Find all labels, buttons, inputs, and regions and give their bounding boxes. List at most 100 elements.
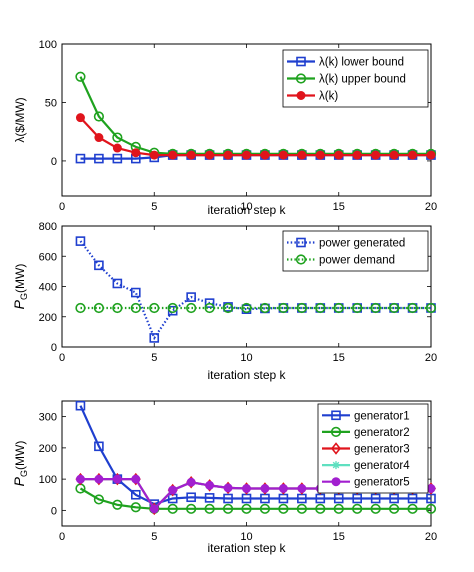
x-tick-label: 5 [151, 352, 157, 364]
x-tick-label: 20 [425, 201, 437, 213]
legend-label: λ(k) lower bound [319, 57, 404, 69]
data-point [130, 302, 141, 314]
y-tick-label: 200 [39, 443, 57, 455]
y-tick-label: 0 [51, 505, 57, 517]
data-point [296, 302, 307, 314]
data-point [167, 302, 178, 314]
data-point [205, 480, 215, 490]
y-tick-label: 200 [39, 312, 57, 324]
legend-label: generator5 [354, 477, 410, 489]
data-point [241, 503, 252, 514]
legend: generator1 generator2 generator3 generator4… [317, 403, 429, 494]
data-point [94, 153, 104, 164]
legend-label: λ(k) [319, 91, 338, 103]
data-point [425, 503, 437, 514]
data-point [315, 503, 326, 514]
legend-marker [331, 410, 341, 421]
y-tick-label: 300 [39, 412, 57, 424]
data-point [408, 150, 418, 160]
data-point [131, 148, 141, 158]
data-point [186, 503, 197, 514]
data-point [370, 302, 381, 314]
data-point [242, 150, 251, 160]
x-tick-label: 10 [240, 352, 252, 364]
data-point [223, 150, 233, 160]
data-point [149, 504, 159, 514]
data-point [75, 113, 85, 123]
data-point [112, 153, 123, 164]
data-point [278, 302, 289, 314]
data-point [333, 302, 344, 314]
data-point [149, 333, 160, 343]
x-axis-label: iteration step k [207, 203, 286, 217]
legend-marker [295, 254, 307, 265]
legend-box [282, 230, 429, 272]
series-generator1 [75, 400, 436, 509]
data-point [315, 302, 326, 314]
data-point [352, 503, 363, 514]
series-line [79, 487, 431, 510]
data-point [389, 302, 400, 314]
y-tick-label: 50 [45, 97, 57, 109]
data-point [223, 493, 233, 504]
data-point [168, 485, 178, 495]
data-point [75, 302, 86, 314]
data-point [259, 302, 271, 314]
legend-label: generator3 [354, 444, 410, 456]
x-tick-label: 15 [333, 531, 345, 543]
x-axis-label: iteration step k [207, 541, 286, 555]
data-point [186, 292, 196, 302]
data-point [223, 483, 233, 493]
legend-marker [296, 237, 306, 248]
data-point [94, 133, 104, 143]
data-point [241, 302, 252, 314]
y-tick-label: 100 [39, 474, 57, 486]
data-point [112, 474, 122, 484]
data-point [334, 150, 344, 160]
x-tick-label: 0 [59, 201, 65, 213]
data-point [259, 503, 271, 514]
data-point [75, 474, 85, 484]
y-axis-label: PG(MW) [11, 264, 29, 310]
data-point [149, 150, 159, 160]
data-point [186, 477, 196, 487]
data-point [389, 503, 400, 514]
x-tick-label: 5 [151, 531, 157, 543]
data-point [296, 503, 307, 514]
data-point [93, 494, 104, 505]
data-point [370, 503, 381, 514]
y-tick-label: 100 [39, 39, 57, 51]
data-point [75, 153, 86, 164]
data-point [260, 484, 270, 493]
series-power-demand [75, 302, 437, 314]
data-point [130, 502, 141, 513]
data-point [93, 111, 104, 122]
data-point [352, 150, 362, 160]
data-point [131, 287, 141, 298]
y-tick-label: 0 [51, 342, 57, 354]
legend-marker [330, 426, 342, 438]
series--k- [75, 113, 436, 160]
data-point [371, 150, 381, 160]
legend-marker [331, 477, 341, 487]
data-point [94, 474, 104, 484]
data-point [333, 503, 344, 514]
data-point [75, 236, 86, 246]
x-tick-label: 20 [425, 352, 437, 364]
data-point [94, 441, 104, 452]
x-tick-label: 10 [240, 201, 252, 213]
y-tick-label: 0 [51, 156, 57, 168]
legend-box [282, 49, 429, 108]
data-point [205, 150, 215, 160]
data-point [352, 302, 363, 314]
data-point [426, 150, 436, 160]
data-point [222, 302, 234, 314]
y-axis-label: PG(MW) [11, 441, 29, 487]
data-point [315, 150, 325, 160]
data-point [278, 484, 288, 493]
data-point [260, 150, 270, 160]
data-point [112, 132, 123, 143]
chart-panel-1: 0 5 10 15 20 0 50 100 iteration step k λ($/MW) λ(k… [13, 39, 437, 217]
